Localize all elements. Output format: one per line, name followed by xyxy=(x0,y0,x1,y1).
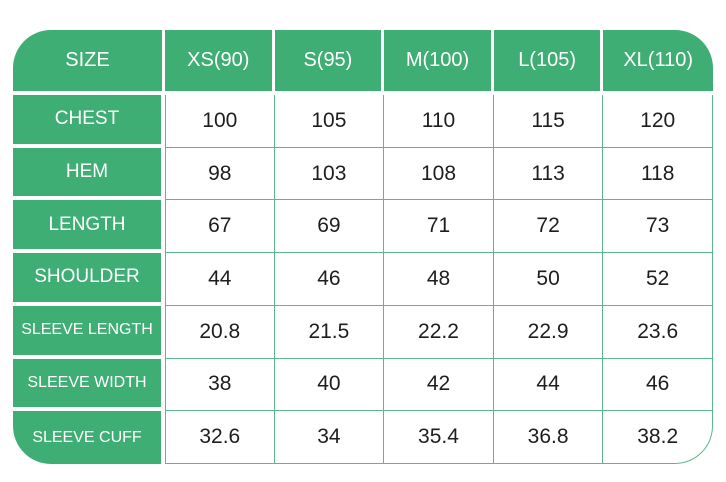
data-cell: 46 xyxy=(274,253,385,306)
data-cell: 23.6 xyxy=(603,305,713,359)
data-cell: 44 xyxy=(493,358,604,412)
data-cell: 69 xyxy=(274,200,385,254)
data-cell: 103 xyxy=(274,147,385,201)
data-cell: 50 xyxy=(493,253,604,306)
header-cell-s: S(95) xyxy=(274,30,385,95)
header-cell-m: M(100) xyxy=(384,30,494,95)
data-cell: 72 xyxy=(493,200,604,254)
header-cell-l: L(105) xyxy=(493,30,604,95)
data-cell: 73 xyxy=(603,200,713,254)
row-label-sleeve-cuff: SLEEVE CUFF xyxy=(13,411,165,464)
data-cell: 100 xyxy=(165,95,275,148)
data-cell: 46 xyxy=(603,358,713,412)
row-label-sleeve-length: SLEEVE LENGTH xyxy=(13,305,165,359)
data-cell: 36.8 xyxy=(493,411,604,464)
data-cell: 44 xyxy=(165,253,275,306)
data-cell: 40 xyxy=(274,358,385,412)
data-cell: 52 xyxy=(603,253,713,306)
header-cell-xl: XL(110) xyxy=(603,30,713,95)
data-cell: 98 xyxy=(165,147,275,201)
data-cell: 118 xyxy=(603,147,713,201)
header-cell-size: SIZE xyxy=(13,30,165,95)
data-cell: 71 xyxy=(384,200,494,254)
row-label-sleeve-width: SLEEVE WIDTH xyxy=(13,358,165,412)
data-cell: 120 xyxy=(603,95,713,148)
data-cell: 35.4 xyxy=(384,411,494,464)
data-cell: 105 xyxy=(274,95,385,148)
data-cell: 113 xyxy=(493,147,604,201)
data-cell: 67 xyxy=(165,200,275,254)
data-cell: 22.9 xyxy=(493,305,604,359)
data-cell: 21.5 xyxy=(274,305,385,359)
data-cell: 42 xyxy=(384,358,494,412)
data-cell: 115 xyxy=(493,95,604,148)
data-cell: 22.2 xyxy=(384,305,494,359)
data-cell: 32.6 xyxy=(165,411,275,464)
data-cell: 108 xyxy=(384,147,494,201)
row-label-hem: HEM xyxy=(13,147,165,201)
header-cell-xs: XS(90) xyxy=(165,30,275,95)
row-label-length: LENGTH xyxy=(13,200,165,254)
data-cell: 48 xyxy=(384,253,494,306)
data-cell: 110 xyxy=(384,95,494,148)
data-cell: 38.2 xyxy=(603,411,713,464)
data-cell: 34 xyxy=(274,411,385,464)
data-cell: 20.8 xyxy=(165,305,275,359)
row-label-chest: CHEST xyxy=(13,95,165,148)
size-chart-table: SIZE XS(90) S(95) M(100) L(105) XL(110) … xyxy=(13,30,713,464)
data-cell: 38 xyxy=(165,358,275,412)
row-label-shoulder: SHOULDER xyxy=(13,253,165,306)
